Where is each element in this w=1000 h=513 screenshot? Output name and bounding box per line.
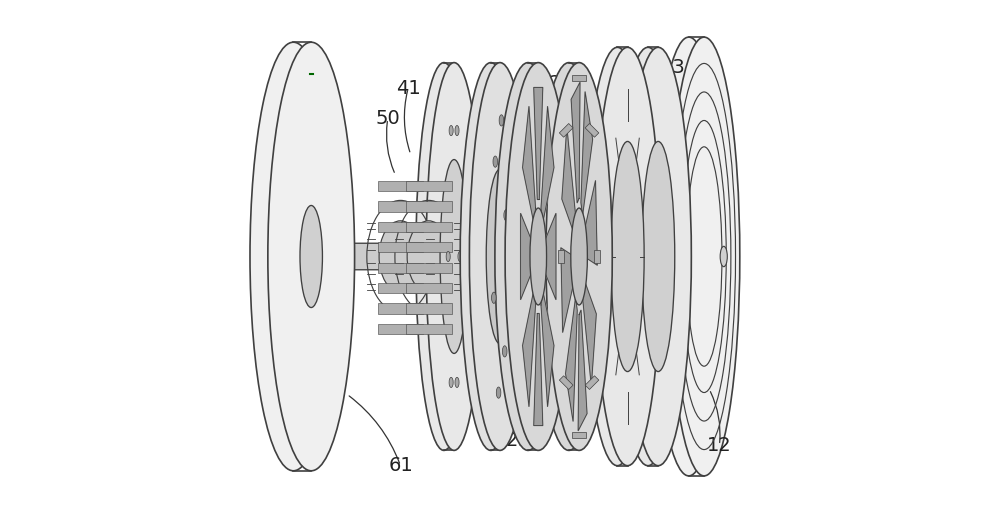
Ellipse shape xyxy=(416,63,472,450)
Ellipse shape xyxy=(536,63,602,450)
Ellipse shape xyxy=(530,208,547,305)
Polygon shape xyxy=(584,181,597,265)
Text: 11: 11 xyxy=(269,242,294,261)
Polygon shape xyxy=(534,87,543,200)
Text: 30: 30 xyxy=(437,390,461,409)
Ellipse shape xyxy=(502,346,507,357)
Ellipse shape xyxy=(469,63,531,450)
Text: 51: 51 xyxy=(424,308,449,327)
Ellipse shape xyxy=(615,47,681,466)
Bar xyxy=(559,124,573,137)
Ellipse shape xyxy=(455,378,459,387)
Ellipse shape xyxy=(449,126,453,135)
Text: 12: 12 xyxy=(707,436,732,455)
Text: 61: 61 xyxy=(388,456,413,475)
Bar xyxy=(378,283,423,293)
Ellipse shape xyxy=(300,206,322,307)
Text: 41: 41 xyxy=(396,78,421,97)
Bar xyxy=(406,181,452,191)
Ellipse shape xyxy=(611,142,644,371)
Ellipse shape xyxy=(720,246,727,267)
Ellipse shape xyxy=(407,221,450,292)
Polygon shape xyxy=(523,289,536,407)
Polygon shape xyxy=(562,127,576,234)
Ellipse shape xyxy=(458,251,462,262)
Ellipse shape xyxy=(499,115,504,126)
Polygon shape xyxy=(578,310,587,431)
Ellipse shape xyxy=(668,37,740,476)
Ellipse shape xyxy=(492,292,496,303)
Bar xyxy=(378,222,423,232)
Ellipse shape xyxy=(449,378,453,387)
Bar xyxy=(594,250,600,263)
Polygon shape xyxy=(571,82,580,203)
Bar xyxy=(378,263,423,273)
Polygon shape xyxy=(566,298,577,421)
Bar xyxy=(406,222,452,232)
Bar xyxy=(406,283,452,293)
Bar xyxy=(559,376,573,389)
Polygon shape xyxy=(543,213,556,300)
Ellipse shape xyxy=(653,37,724,476)
Text: 40: 40 xyxy=(511,89,535,108)
Ellipse shape xyxy=(594,47,661,466)
Bar xyxy=(585,124,599,137)
Bar xyxy=(378,181,423,191)
Ellipse shape xyxy=(486,169,514,344)
Bar xyxy=(406,242,452,252)
Text: 24: 24 xyxy=(613,441,637,460)
Bar xyxy=(558,250,564,263)
Polygon shape xyxy=(583,279,596,386)
Ellipse shape xyxy=(379,221,422,292)
Text: 50: 50 xyxy=(375,109,400,128)
Ellipse shape xyxy=(426,63,482,450)
Ellipse shape xyxy=(460,63,521,450)
Bar xyxy=(406,263,452,273)
Ellipse shape xyxy=(505,63,571,450)
Polygon shape xyxy=(561,248,575,332)
Text: 23: 23 xyxy=(661,58,686,77)
Ellipse shape xyxy=(496,387,501,398)
Ellipse shape xyxy=(642,142,675,371)
Text: 21: 21 xyxy=(505,431,530,450)
Ellipse shape xyxy=(440,160,468,353)
Polygon shape xyxy=(523,106,536,224)
Ellipse shape xyxy=(584,47,651,466)
Polygon shape xyxy=(534,313,543,426)
Bar xyxy=(378,324,423,334)
Bar xyxy=(572,75,586,81)
Bar xyxy=(406,324,452,334)
Bar xyxy=(406,304,452,313)
Ellipse shape xyxy=(446,251,450,262)
Polygon shape xyxy=(581,92,593,215)
Ellipse shape xyxy=(504,210,508,221)
Polygon shape xyxy=(541,106,554,224)
Bar xyxy=(378,242,423,252)
Bar xyxy=(378,202,423,211)
Ellipse shape xyxy=(495,63,561,450)
Ellipse shape xyxy=(250,42,337,471)
Bar xyxy=(378,304,423,313)
Ellipse shape xyxy=(625,47,691,466)
Bar xyxy=(406,202,452,211)
Ellipse shape xyxy=(268,42,355,471)
Polygon shape xyxy=(541,289,554,407)
Ellipse shape xyxy=(455,126,459,135)
Ellipse shape xyxy=(493,156,498,167)
Ellipse shape xyxy=(571,208,587,305)
Bar xyxy=(572,432,586,438)
Ellipse shape xyxy=(546,63,612,450)
FancyBboxPatch shape xyxy=(316,243,531,270)
Bar xyxy=(585,376,599,389)
Text: 22: 22 xyxy=(549,73,574,92)
Polygon shape xyxy=(521,213,533,300)
